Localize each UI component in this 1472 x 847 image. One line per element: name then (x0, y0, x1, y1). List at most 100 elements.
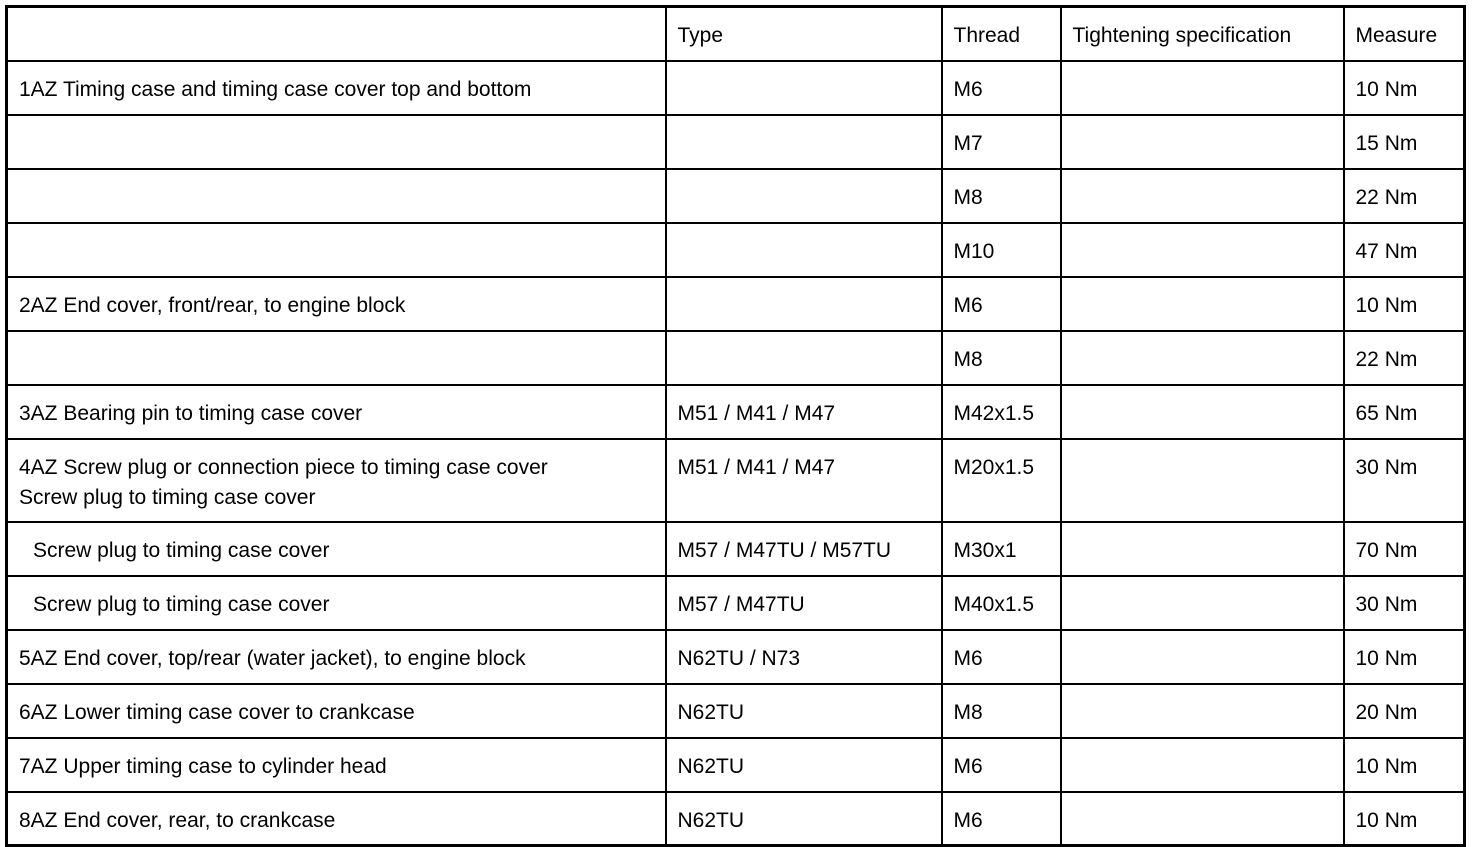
cell-type: N62TU (664, 790, 943, 847)
cell-measure: 10 Nm (1342, 275, 1466, 332)
cell-thread: M8 (940, 167, 1062, 224)
table-row: M10 47 Nm (5, 221, 1466, 278)
description-line: Screw plug to timing case cover (19, 485, 316, 509)
header-row: Type Thread Tightening specification Mea… (5, 5, 1466, 62)
cell-description: 4AZ Screw plug or connection piece to ti… (5, 437, 667, 523)
cell-spec (1059, 167, 1345, 224)
description-line: 1AZ Timing case and timing case cover to… (19, 77, 532, 101)
cell-spec (1059, 221, 1345, 278)
cell-spec (1059, 682, 1345, 739)
cell-thread: M8 (940, 329, 1062, 386)
cell-thread: M6 (940, 628, 1062, 685)
cell-description: 6AZ Lower timing case cover to crankcase (5, 682, 667, 739)
cell-spec (1059, 383, 1345, 440)
cell-type: N62TU / N73 (664, 628, 943, 685)
cell-thread: M6 (940, 275, 1062, 332)
cell-spec (1059, 628, 1345, 685)
cell-type: N62TU (664, 682, 943, 739)
cell-type (664, 221, 943, 278)
cell-type: M57 / M47TU / M57TU (664, 520, 943, 577)
cell-type (664, 275, 943, 332)
cell-measure: 30 Nm (1342, 437, 1466, 523)
description-line: Screw plug to timing case cover (33, 538, 330, 562)
cell-description: Screw plug to timing case cover (5, 520, 667, 577)
table-row: 7AZ Upper timing case to cylinder head N6… (5, 736, 1466, 793)
cell-spec (1059, 59, 1345, 116)
cell-thread: M40x1.5 (940, 574, 1062, 631)
table-row: 4AZ Screw plug or connection piece to ti… (5, 437, 1466, 523)
header-description (5, 5, 667, 62)
cell-spec (1059, 329, 1345, 386)
cell-description (5, 167, 667, 224)
cell-spec (1059, 736, 1345, 793)
table-row: Screw plug to timing case cover M57 / M47… (5, 520, 1466, 577)
cell-thread: M20x1.5 (940, 437, 1062, 523)
table-row: 3AZ Bearing pin to timing case cover M51 … (5, 383, 1466, 440)
cell-description: 8AZ End cover, rear, to crankcase (5, 790, 667, 847)
table-row: M7 15 Nm (5, 113, 1466, 170)
cell-measure: 15 Nm (1342, 113, 1466, 170)
cell-description: 5AZ End cover, top/rear (water jacket), … (5, 628, 667, 685)
cell-measure: 10 Nm (1342, 59, 1466, 116)
description-line: Screw plug to timing case cover (33, 592, 330, 616)
cell-type: M51 / M41 / M47 (664, 383, 943, 440)
cell-description: 7AZ Upper timing case to cylinder head (5, 736, 667, 793)
cell-description (5, 221, 667, 278)
cell-type: M57 / M47TU (664, 574, 943, 631)
cell-thread: M10 (940, 221, 1062, 278)
cell-spec (1059, 520, 1345, 577)
cell-type (664, 113, 943, 170)
header-type: Type (664, 5, 943, 62)
cell-measure: 22 Nm (1342, 329, 1466, 386)
description-line: 5AZ End cover, top/rear (water jacket), … (19, 646, 526, 670)
cell-thread: M8 (940, 682, 1062, 739)
table-row: 2AZ End cover, front/rear, to engine blo… (5, 275, 1466, 332)
table-row: 5AZ End cover, top/rear (water jacket), … (5, 628, 1466, 685)
cell-measure: 65 Nm (1342, 383, 1466, 440)
cell-description: 1AZ Timing case and timing case cover to… (5, 59, 667, 116)
cell-thread: M6 (940, 59, 1062, 116)
header-measure: Measure (1342, 5, 1466, 62)
description-line: 8AZ End cover, rear, to crankcase (19, 808, 336, 832)
table-row: M8 22 Nm (5, 167, 1466, 224)
cell-type: N62TU (664, 736, 943, 793)
cell-spec (1059, 113, 1345, 170)
cell-thread: M6 (940, 790, 1062, 847)
cell-description: 3AZ Bearing pin to timing case cover (5, 383, 667, 440)
cell-measure: 30 Nm (1342, 574, 1466, 631)
cell-spec (1059, 574, 1345, 631)
cell-description: 2AZ End cover, front/rear, to engine blo… (5, 275, 667, 332)
cell-description (5, 113, 667, 170)
table-row: M8 22 Nm (5, 329, 1466, 386)
cell-spec (1059, 790, 1345, 847)
cell-description: Screw plug to timing case cover (5, 574, 667, 631)
cell-measure: 22 Nm (1342, 167, 1466, 224)
cell-type (664, 329, 943, 386)
cell-measure: 70 Nm (1342, 520, 1466, 577)
cell-thread: M42x1.5 (940, 383, 1062, 440)
torque-spec-table: Type Thread Tightening specification Mea… (5, 5, 1466, 847)
cell-measure: 10 Nm (1342, 790, 1466, 847)
cell-spec (1059, 275, 1345, 332)
cell-thread: M7 (940, 113, 1062, 170)
cell-type (664, 59, 943, 116)
header-thread: Thread (940, 5, 1062, 62)
description-line: 6AZ Lower timing case cover to crankcase (19, 700, 415, 724)
description-line: 3AZ Bearing pin to timing case cover (19, 401, 363, 425)
cell-type (664, 167, 943, 224)
cell-type: M51 / M41 / M47 (664, 437, 943, 523)
table-row: 1AZ Timing case and timing case cover to… (5, 59, 1466, 116)
cell-measure: 10 Nm (1342, 628, 1466, 685)
cell-measure: 20 Nm (1342, 682, 1466, 739)
cell-measure: 10 Nm (1342, 736, 1466, 793)
cell-description (5, 329, 667, 386)
description-line: 2AZ End cover, front/rear, to engine blo… (19, 293, 406, 317)
description-line: 4AZ Screw plug or connection piece to ti… (19, 455, 548, 479)
cell-thread: M30x1 (940, 520, 1062, 577)
cell-thread: M6 (940, 736, 1062, 793)
table-row: 6AZ Lower timing case cover to crankcase… (5, 682, 1466, 739)
description-line: 7AZ Upper timing case to cylinder head (19, 754, 387, 778)
cell-spec (1059, 437, 1345, 523)
header-tightening-specification: Tightening specification (1059, 5, 1345, 62)
table-row: Screw plug to timing case cover M57 / M47… (5, 574, 1466, 631)
